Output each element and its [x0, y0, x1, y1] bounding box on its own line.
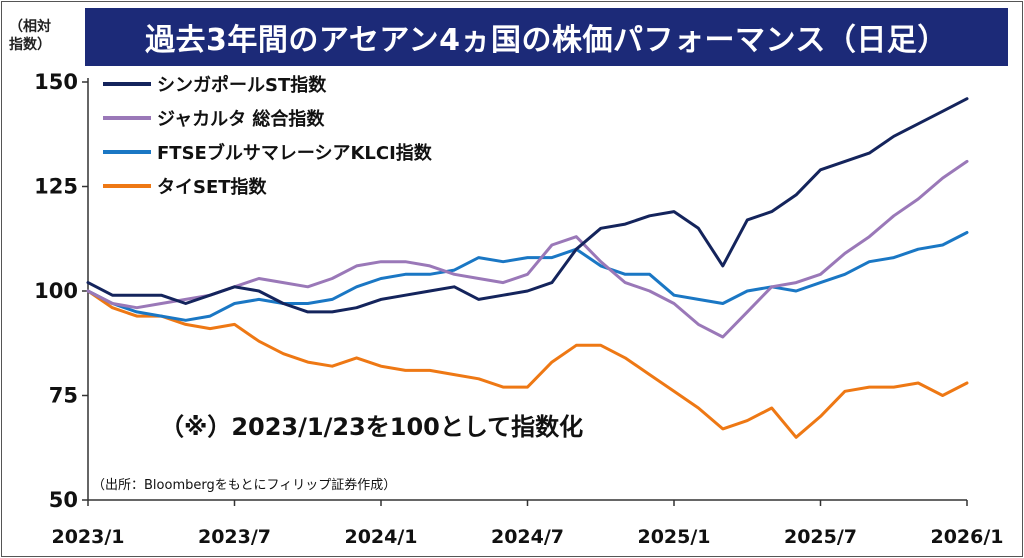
legend-label: ジャカルタ 総合指数	[157, 108, 325, 130]
x-tick-label: 2023/7	[198, 526, 271, 548]
legend-label: タイSET指数	[157, 176, 268, 198]
x-tick-label: 2026/1	[930, 526, 1003, 548]
series-line	[86, 97, 969, 314]
y-tick-label: 100	[34, 279, 78, 303]
y-tick-label: 50	[49, 488, 78, 512]
series-line	[86, 289, 969, 439]
y-tick-label: 125	[34, 175, 78, 199]
x-tick-label: 2024/1	[344, 526, 417, 548]
legend-label: FTSEブルサマレーシアKLCI指数	[157, 142, 433, 164]
y-tick-label: 75	[49, 384, 78, 408]
chart-title: 過去3年間のアセアン4ヵ国の株価パフォーマンス（日足）	[145, 23, 948, 58]
x-tick-label: 2025/7	[784, 526, 857, 548]
source-note: （出所：Bloombergをもとにフィリップ証券作成）	[92, 477, 396, 493]
x-tick-label: 2024/7	[491, 526, 564, 548]
legend-label: シンガポールST指数	[157, 74, 327, 96]
series-line	[86, 231, 969, 322]
chart-title-box: 過去3年間のアセアン4ヵ国の株価パフォーマンス（日足）	[85, 8, 1008, 66]
series-layer	[86, 97, 969, 439]
y-axis-unit-label: （相対指数）	[9, 19, 51, 53]
x-tick-label: 2023/1	[51, 526, 124, 548]
chart-note: （※）2023/1/23を100として指数化	[160, 413, 583, 441]
axes: 150 125 100 75 50 2023/1 2023/7 2024/1 2024/7 202…	[34, 70, 1003, 548]
x-tick-label: 2025/1	[637, 526, 710, 548]
y-tick-label: 150	[34, 70, 78, 94]
